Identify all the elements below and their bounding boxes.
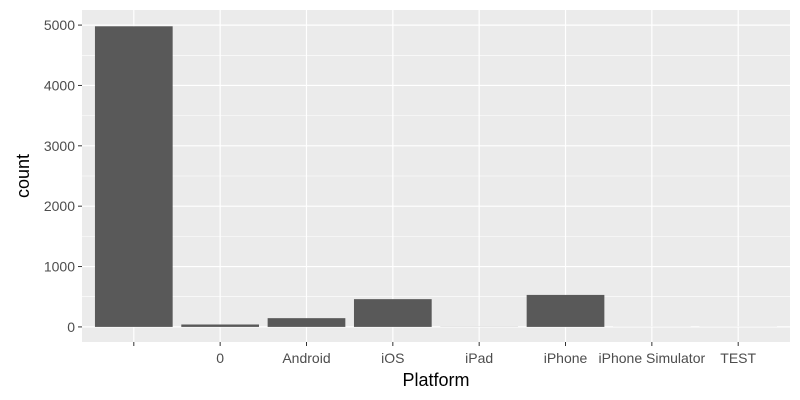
bar	[526, 294, 605, 327]
bar	[181, 324, 259, 327]
grid-minor	[82, 54, 790, 298]
x-tick-label: iPhone Simulator	[599, 350, 706, 366]
y-tick-label: 0	[67, 319, 75, 335]
y-tick-label: 3000	[44, 138, 75, 154]
x-axis-title: Platform	[402, 370, 469, 390]
x-tick-label: Android	[282, 350, 330, 366]
bar	[94, 26, 173, 327]
y-axis: 0 1000 2000 3000 4000 5000	[44, 17, 82, 335]
grid-major	[82, 10, 790, 342]
y-axis-title: count	[13, 154, 33, 198]
x-axis: 0 Android iOS iPad iPhone iPhone Simulator TES…	[133, 342, 757, 366]
x-tick-label: TEST	[720, 350, 756, 366]
bar	[267, 318, 346, 327]
y-tick-label: 5000	[44, 17, 75, 33]
x-tick-label: iPad	[465, 350, 493, 366]
x-tick-label: iOS	[381, 350, 404, 366]
x-tick-label: 0	[216, 350, 224, 366]
y-tick-label: 1000	[44, 259, 75, 275]
bar	[353, 299, 432, 327]
y-tick-label: 4000	[44, 77, 75, 93]
x-tick-label: iPhone	[544, 350, 588, 366]
bars	[94, 26, 778, 327]
y-tick-label: 2000	[44, 198, 75, 214]
